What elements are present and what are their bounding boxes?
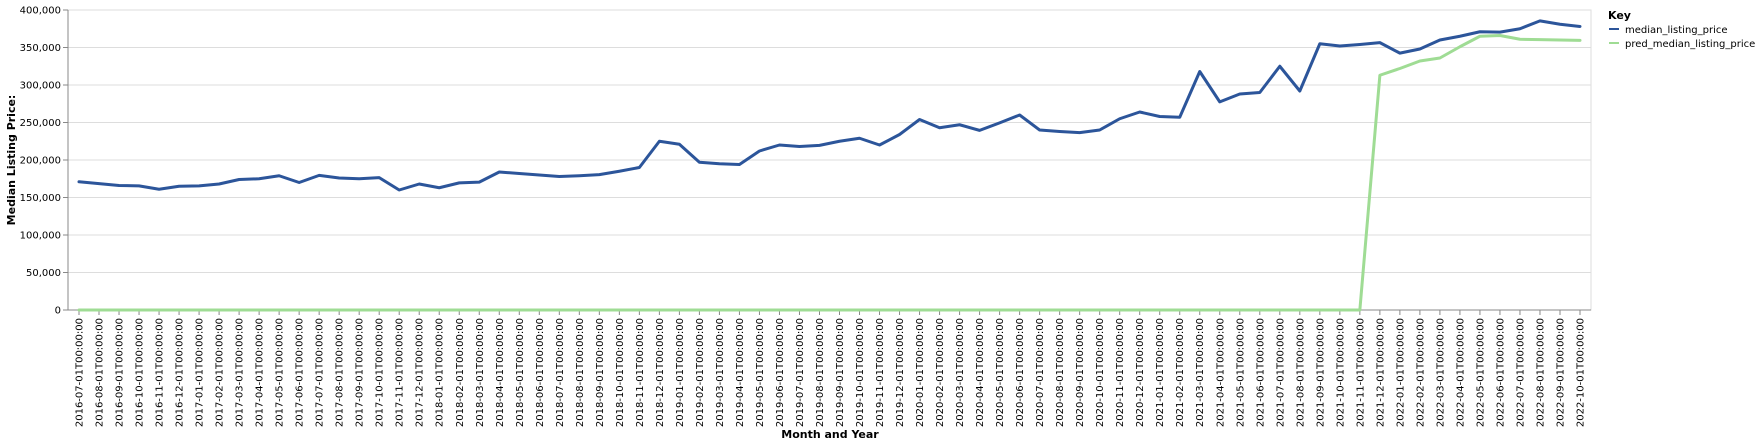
x-tick-label: 2017-07-01T00:00:00 xyxy=(315,318,326,427)
x-tick-label: 2019-10-01T00:00:00 xyxy=(855,318,866,427)
x-tick-label: 2021-04-01T00:00:00 xyxy=(1215,318,1226,427)
x-tick-label: 2020-11-01T00:00:00 xyxy=(1115,318,1126,427)
x-tick-label: 2017-04-01T00:00:00 xyxy=(255,318,266,427)
x-tick-label: 2022-10-01T00:00:00 xyxy=(1576,318,1587,427)
x-tick-label: 2018-08-01T00:00:00 xyxy=(575,318,586,427)
x-tick-label: 2017-03-01T00:00:00 xyxy=(235,318,246,427)
y-tick-label: 200,000 xyxy=(20,156,61,167)
x-tick-label: 2017-09-01T00:00:00 xyxy=(355,318,366,427)
y-tick-label: 300,000 xyxy=(20,81,61,92)
x-tick-label: 2022-08-01T00:00:00 xyxy=(1535,318,1546,427)
x-tick-label: 2021-02-01T00:00:00 xyxy=(1175,318,1186,427)
y-tick-label: 50,000 xyxy=(26,268,61,279)
series-line-median-listing-price xyxy=(77,19,1582,192)
x-tick-label: 2022-04-01T00:00:00 xyxy=(1455,318,1466,427)
x-tick-label: 2020-07-01T00:00:00 xyxy=(1035,318,1046,427)
x-tick-label: 2018-01-01T00:00:00 xyxy=(435,318,446,427)
x-tick-label: 2021-10-01T00:00:00 xyxy=(1335,318,1346,427)
x-tick-label: 2020-12-01T00:00:00 xyxy=(1135,318,1146,427)
x-tick-label: 2022-06-01T00:00:00 xyxy=(1495,318,1506,427)
x-tick-label: 2021-01-01T00:00:00 xyxy=(1155,318,1166,427)
x-tick-label: 2021-08-01T00:00:00 xyxy=(1295,318,1306,427)
series-line-pred-median-listing-price xyxy=(77,34,1582,312)
x-tick-label: 2021-12-01T00:00:00 xyxy=(1375,318,1386,427)
x-tick-label: 2021-06-01T00:00:00 xyxy=(1255,318,1266,427)
x-tick-label: 2019-07-01T00:00:00 xyxy=(795,318,806,427)
y-axis: 0 50,000 100,000 150,000 200,000 250,000 300,0… xyxy=(20,6,69,317)
y-tick-label: 0 xyxy=(55,306,61,317)
x-tick-label: 2019-12-01T00:00:00 xyxy=(895,318,906,427)
x-tick-label: 2019-08-01T00:00:00 xyxy=(815,318,826,427)
y-tick-label: 400,000 xyxy=(20,6,61,17)
legend-label-pred-median-listing-price: pred_median_listing_price xyxy=(1625,39,1755,50)
x-tick-label: 2019-05-01T00:00:00 xyxy=(755,318,766,427)
x-tick-label: 2018-05-01T00:00:00 xyxy=(515,318,526,427)
x-tick-label: 2019-06-01T00:00:00 xyxy=(775,318,786,427)
x-tick-label: 2020-02-01T00:00:00 xyxy=(935,318,946,427)
x-tick-label: 2018-10-01T00:00:00 xyxy=(615,318,626,427)
y-axis-title: Median Listing Price: xyxy=(5,95,18,226)
y-tick-label: 350,000 xyxy=(20,43,61,54)
x-tick-label: 2022-09-01T00:00:00 xyxy=(1555,318,1566,427)
series-layer xyxy=(77,19,1582,312)
x-tick-label: 2018-03-01T00:00:00 xyxy=(475,318,486,427)
x-tick-label: 2021-07-01T00:00:00 xyxy=(1275,318,1286,427)
x-tick-label: 2017-10-01T00:00:00 xyxy=(375,318,386,427)
x-tick-label: 2021-11-01T00:00:00 xyxy=(1355,318,1366,427)
x-tick-label: 2019-09-01T00:00:00 xyxy=(835,318,846,427)
x-tick-label: 2017-06-01T00:00:00 xyxy=(295,318,306,427)
x-tick-label: 2020-01-01T00:00:00 xyxy=(915,318,926,427)
x-tick-label: 2019-04-01T00:00:00 xyxy=(735,318,746,427)
x-tick-label: 2016-09-01T00:00:00 xyxy=(115,318,126,427)
x-tick-label: 2016-08-01T00:00:00 xyxy=(95,318,106,427)
x-tick-label: 2019-01-01T00:00:00 xyxy=(675,318,686,427)
legend-label-median-listing-price: median_listing_price xyxy=(1625,25,1728,36)
x-tick-label: 2022-01-01T00:00:00 xyxy=(1395,318,1406,427)
x-tick-label: 2018-07-01T00:00:00 xyxy=(555,318,566,427)
x-tick-label: 2016-11-01T00:00:00 xyxy=(155,318,166,427)
x-tick-label: 2017-11-01T00:00:00 xyxy=(395,318,406,427)
x-tick-label: 2016-07-01T00:00:00 xyxy=(75,318,86,427)
x-axis: 2016-07-01T00:00:00 2016-08-01T00:00:00 20… xyxy=(68,309,1591,427)
x-tick-label: 2016-12-01T00:00:00 xyxy=(175,318,186,427)
x-tick-label: 2019-02-01T00:00:00 xyxy=(695,318,706,427)
x-tick-label: 2017-05-01T00:00:00 xyxy=(275,318,286,427)
x-tick-label: 2018-11-01T00:00:00 xyxy=(635,318,646,427)
y-tick-label: 250,000 xyxy=(20,118,61,129)
x-tick-label: 2021-03-01T00:00:00 xyxy=(1195,318,1206,427)
x-tick-label: 2022-05-01T00:00:00 xyxy=(1475,318,1486,427)
x-tick-label: 2017-01-01T00:00:00 xyxy=(195,318,206,427)
x-tick-label: 2020-04-01T00:00:00 xyxy=(975,318,986,427)
x-axis-title: Month and Year xyxy=(781,428,879,441)
x-tick-label: 2018-04-01T00:00:00 xyxy=(495,318,506,427)
x-tick-label: 2020-09-01T00:00:00 xyxy=(1075,318,1086,427)
x-tick-label: 2020-03-01T00:00:00 xyxy=(955,318,966,427)
y-tick-label: 150,000 xyxy=(20,193,61,204)
x-tick-label: 2016-10-01T00:00:00 xyxy=(135,318,146,427)
x-tick-label: 2018-02-01T00:00:00 xyxy=(455,318,466,427)
x-tick-label: 2020-06-01T00:00:00 xyxy=(1015,318,1026,427)
legend-title: Key xyxy=(1608,9,1631,22)
x-tick-label: 2017-08-01T00:00:00 xyxy=(335,318,346,427)
y-tick-label: 100,000 xyxy=(20,231,61,242)
x-tick-label: 2018-12-01T00:00:00 xyxy=(655,318,666,427)
x-tick-label: 2019-11-01T00:00:00 xyxy=(875,318,886,427)
x-tick-label: 2022-07-01T00:00:00 xyxy=(1515,318,1526,427)
x-tick-label: 2017-02-01T00:00:00 xyxy=(215,318,226,427)
legend: Key median_listing_price pred_median_list… xyxy=(1608,9,1755,50)
x-tick-label: 2021-05-01T00:00:00 xyxy=(1235,318,1246,427)
x-tick-label: 2020-05-01T00:00:00 xyxy=(995,318,1006,427)
x-tick-label: 2019-03-01T00:00:00 xyxy=(715,318,726,427)
x-tick-label: 2020-10-01T00:00:00 xyxy=(1095,318,1106,427)
x-tick-label: 2020-08-01T00:00:00 xyxy=(1055,318,1066,427)
x-tick-label: 2022-02-01T00:00:00 xyxy=(1415,318,1426,427)
x-tick-label: 2017-12-01T00:00:00 xyxy=(415,318,426,427)
x-tick-label: 2022-03-01T00:00:00 xyxy=(1435,318,1446,427)
x-tick-label: 2018-09-01T00:00:00 xyxy=(595,318,606,427)
x-tick-label: 2018-06-01T00:00:00 xyxy=(535,318,546,427)
x-tick-label: 2021-09-01T00:00:00 xyxy=(1315,318,1326,427)
